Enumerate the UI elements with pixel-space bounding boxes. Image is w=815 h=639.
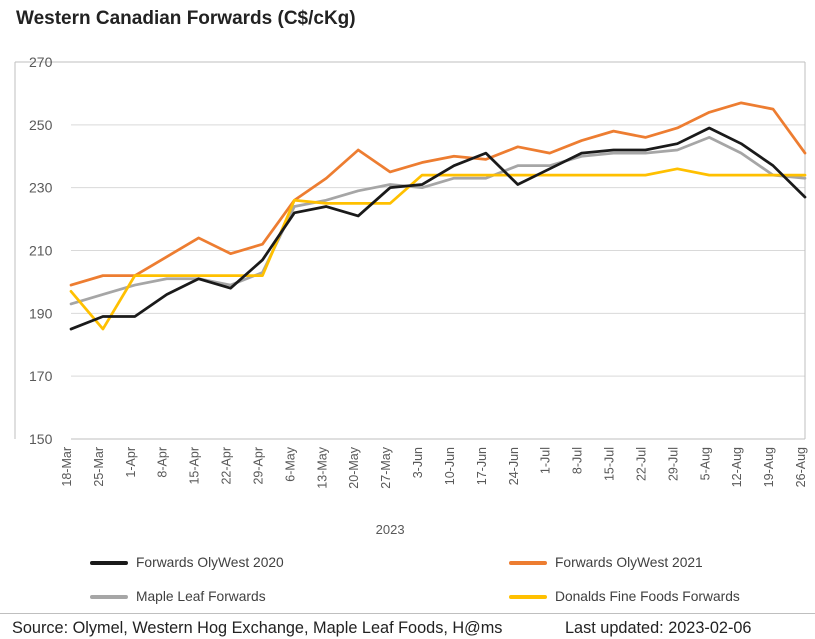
svg-text:10-Jun: 10-Jun xyxy=(443,447,457,485)
svg-text:20-May: 20-May xyxy=(347,446,361,488)
svg-text:190: 190 xyxy=(29,305,53,321)
svg-text:5-Aug: 5-Aug xyxy=(698,447,712,480)
svg-text:26-Aug: 26-Aug xyxy=(794,447,808,487)
svg-text:1-Jul: 1-Jul xyxy=(539,447,553,474)
svg-text:22-Apr: 22-Apr xyxy=(220,447,234,485)
svg-text:210: 210 xyxy=(29,243,53,259)
svg-text:8-Apr: 8-Apr xyxy=(156,447,170,478)
svg-text:29-Jul: 29-Jul xyxy=(666,447,680,481)
svg-text:13-May: 13-May xyxy=(315,446,329,488)
svg-text:2023: 2023 xyxy=(376,522,405,537)
svg-text:8-Jul: 8-Jul xyxy=(571,447,585,474)
svg-text:17-Jun: 17-Jun xyxy=(475,447,489,485)
svg-text:19-Aug: 19-Aug xyxy=(762,447,776,487)
svg-text:270: 270 xyxy=(29,54,53,70)
svg-text:22-Jul: 22-Jul xyxy=(634,447,648,481)
svg-text:3-Jun: 3-Jun xyxy=(411,447,425,478)
svg-text:250: 250 xyxy=(29,117,53,133)
svg-text:18-Mar: 18-Mar xyxy=(60,447,74,487)
svg-text:230: 230 xyxy=(29,180,53,196)
svg-text:6-May: 6-May xyxy=(283,446,297,481)
svg-text:170: 170 xyxy=(29,368,53,384)
svg-text:24-Jun: 24-Jun xyxy=(507,447,521,485)
svg-text:27-May: 27-May xyxy=(379,446,393,488)
svg-text:1-Apr: 1-Apr xyxy=(124,447,138,478)
svg-text:29-Apr: 29-Apr xyxy=(251,447,265,485)
svg-text:25-Mar: 25-Mar xyxy=(92,447,106,487)
svg-text:12-Aug: 12-Aug xyxy=(730,447,744,487)
svg-text:15-Jul: 15-Jul xyxy=(603,447,617,481)
svg-text:150: 150 xyxy=(29,431,53,447)
svg-text:15-Apr: 15-Apr xyxy=(188,447,202,485)
